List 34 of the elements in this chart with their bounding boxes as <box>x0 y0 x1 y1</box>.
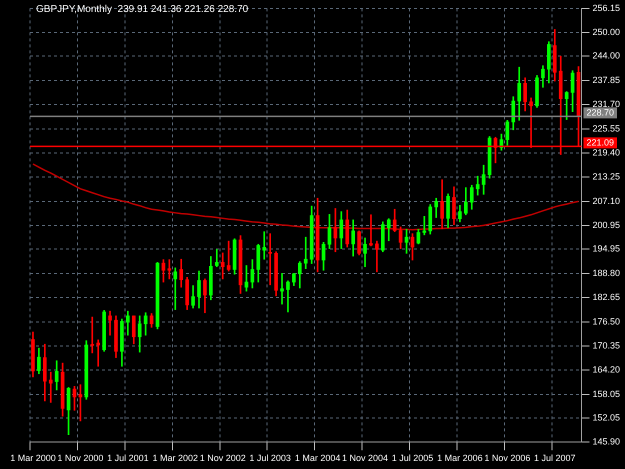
y-tick-label: 200.95 <box>592 220 620 230</box>
y-tick-label: 164.20 <box>592 364 620 375</box>
ref-line-label: 221.09 <box>586 137 614 148</box>
y-tick-label: 188.80 <box>592 268 620 278</box>
y-tick-label: 182.65 <box>592 292 620 302</box>
y-tick-label: 225.55 <box>592 123 620 134</box>
y-tick-label: 145.90 <box>592 436 620 447</box>
x-tick-label: 1 Nov 2004 <box>342 453 388 464</box>
y-tick-label: 176.50 <box>592 316 620 326</box>
y-tick-label: 158.05 <box>592 388 620 399</box>
y-tick-label: 250.00 <box>592 27 620 38</box>
x-tick-label: 1 Jul 2003 <box>249 453 291 464</box>
y-tick-label: 152.05 <box>592 412 620 422</box>
ref-line-label: 228.70 <box>586 107 614 118</box>
x-tick-label: 1 Nov 2000 <box>57 453 104 464</box>
x-tick-label: 1 Jul 2005 <box>392 453 434 464</box>
x-tick-label: 1 Mar 2006 <box>437 453 483 464</box>
y-tick-label: 170.35 <box>592 340 620 350</box>
x-tick-label: 1 Jul 2001 <box>107 453 149 464</box>
x-tick-label: 1 Nov 2002 <box>200 453 246 464</box>
x-tick-label: 1 Nov 2006 <box>484 453 530 464</box>
y-tick-label: 194.95 <box>592 244 620 254</box>
y-tick-label: 213.25 <box>592 172 620 182</box>
x-tick-label: 1 Jul 2007 <box>534 453 576 464</box>
y-tick-label: 256.15 <box>592 2 620 13</box>
chart-title: GBPJPY,Monthly 239.91 241.36 221.26 228.70 <box>36 4 248 15</box>
y-tick-label: 231.70 <box>592 99 620 110</box>
y-tick-label: 219.40 <box>592 147 620 158</box>
x-tick-label: 1 Mar 2004 <box>294 453 340 464</box>
x-tick-label: 1 Mar 2002 <box>152 453 198 464</box>
y-tick-label: 207.10 <box>592 196 620 206</box>
x-tick-label: 1 Mar 2000 <box>10 453 56 464</box>
y-tick-label: 237.85 <box>592 74 620 85</box>
y-tick-label: 244.00 <box>592 50 620 61</box>
